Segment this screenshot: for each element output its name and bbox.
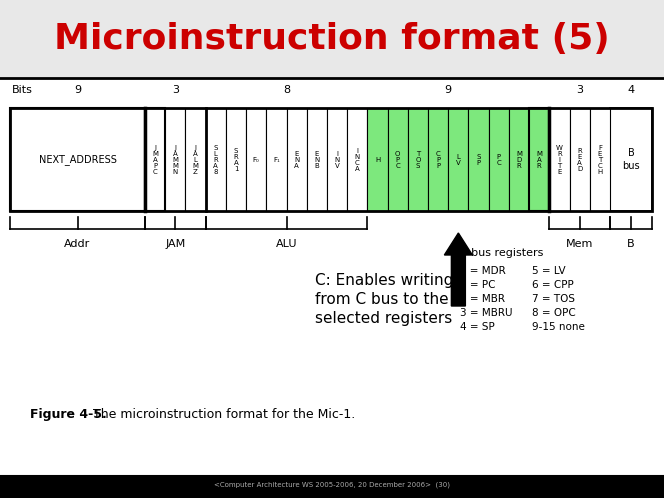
Text: 2 = MBR: 2 = MBR	[460, 294, 505, 304]
Text: E
N
B: E N B	[314, 150, 319, 168]
Bar	[287, 108, 307, 211]
Bar	[367, 108, 388, 211]
Text: E
N
A: E N A	[294, 150, 299, 168]
Text: J
A
M
M
N: J A M M N	[173, 144, 179, 174]
Bar	[347, 108, 367, 211]
Text: Addr: Addr	[64, 239, 90, 249]
Bar	[590, 108, 610, 211]
Text: Mem: Mem	[566, 239, 594, 249]
Bar	[388, 108, 408, 211]
Text: NEXT_ADDRESS: NEXT_ADDRESS	[39, 154, 116, 165]
Text: B: B	[627, 239, 635, 249]
Text: 3: 3	[576, 85, 583, 95]
Text: Figure 4-5.: Figure 4-5.	[30, 408, 107, 421]
Bar	[327, 108, 347, 211]
Bar	[185, 108, 206, 211]
Text: B bus registers: B bus registers	[460, 248, 543, 258]
Text: J
M
A
P
C: J M A P C	[152, 144, 158, 174]
Text: C
P
P: C P P	[436, 150, 440, 168]
Bar	[408, 108, 428, 211]
Text: T
O
S: T O S	[415, 150, 420, 168]
Text: 9: 9	[445, 85, 452, 95]
Bar	[428, 108, 448, 211]
Text: 4: 4	[627, 85, 635, 95]
Bar	[145, 108, 165, 211]
Bar	[529, 108, 549, 211]
Bar	[165, 108, 185, 211]
Text: 0 = MDR: 0 = MDR	[460, 266, 506, 276]
Text: P
C: P C	[497, 153, 501, 165]
Bar	[10, 108, 652, 211]
Text: Bits: Bits	[12, 85, 33, 95]
Text: 1 = PC: 1 = PC	[460, 280, 495, 290]
Text: JAM: JAM	[165, 239, 185, 249]
Text: 6 = CPP: 6 = CPP	[532, 280, 574, 290]
FancyArrow shape	[444, 233, 472, 306]
Text: S
R
A
1: S R A 1	[234, 147, 238, 171]
Text: <Computer Architecture WS 2005-2006, 20 December 2006>  (30): <Computer Architecture WS 2005-2006, 20 …	[214, 482, 450, 488]
Text: W
R
I
T
E: W R I T E	[556, 144, 563, 174]
Text: 9-15 none: 9-15 none	[532, 322, 585, 332]
Bar	[10, 108, 145, 211]
Text: The microinstruction format for the Mic-1.: The microinstruction format for the Mic-…	[85, 408, 355, 421]
Bar	[448, 108, 469, 211]
Text: ALU: ALU	[276, 239, 297, 249]
Text: 4 = SP: 4 = SP	[460, 322, 495, 332]
Text: H: H	[375, 156, 380, 162]
Text: 9: 9	[74, 85, 81, 95]
Bar	[549, 108, 570, 211]
Bar	[206, 108, 226, 211]
Text: F₁: F₁	[273, 156, 280, 162]
Bar	[570, 108, 590, 211]
Bar	[0, 78, 664, 476]
Text: 7 = TOS: 7 = TOS	[532, 294, 575, 304]
Text: 3 = MBRU: 3 = MBRU	[460, 308, 513, 318]
Text: F₀: F₀	[253, 156, 260, 162]
Bar	[469, 108, 489, 211]
Bar	[610, 108, 652, 211]
Bar	[0, 0, 664, 78]
Text: C: Enables writing
from C bus to the
selected registers: C: Enables writing from C bus to the sel…	[315, 273, 454, 326]
Bar	[266, 108, 287, 211]
Text: 8: 8	[283, 85, 290, 95]
Text: J
A
L
M
Z: J A L M Z	[193, 144, 199, 174]
Bar	[489, 108, 509, 211]
Text: I
N
V: I N V	[335, 150, 340, 168]
Text: I
N
C
A: I N C A	[355, 147, 360, 171]
Bar	[509, 108, 529, 211]
Text: O
P
C: O P C	[395, 150, 400, 168]
Bar	[0, 476, 664, 498]
Text: R
E
A
D: R E A D	[577, 147, 582, 171]
Text: S
L
R
A
8: S L R A 8	[213, 144, 218, 174]
Bar	[246, 108, 266, 211]
Bar	[226, 108, 246, 211]
Text: 3: 3	[172, 85, 179, 95]
Text: F
E
T
C
H: F E T C H	[597, 144, 602, 174]
Text: L
V: L V	[456, 153, 461, 165]
Bar	[307, 108, 327, 211]
Text: M
A
R: M A R	[537, 150, 542, 168]
Text: 8 = OPC: 8 = OPC	[532, 308, 576, 318]
Text: B
bus: B bus	[622, 148, 640, 171]
Text: S
P: S P	[476, 153, 481, 165]
Text: Microinstruction format (5): Microinstruction format (5)	[54, 22, 610, 56]
Text: 5 = LV: 5 = LV	[532, 266, 566, 276]
Text: M
D
R: M D R	[516, 150, 522, 168]
